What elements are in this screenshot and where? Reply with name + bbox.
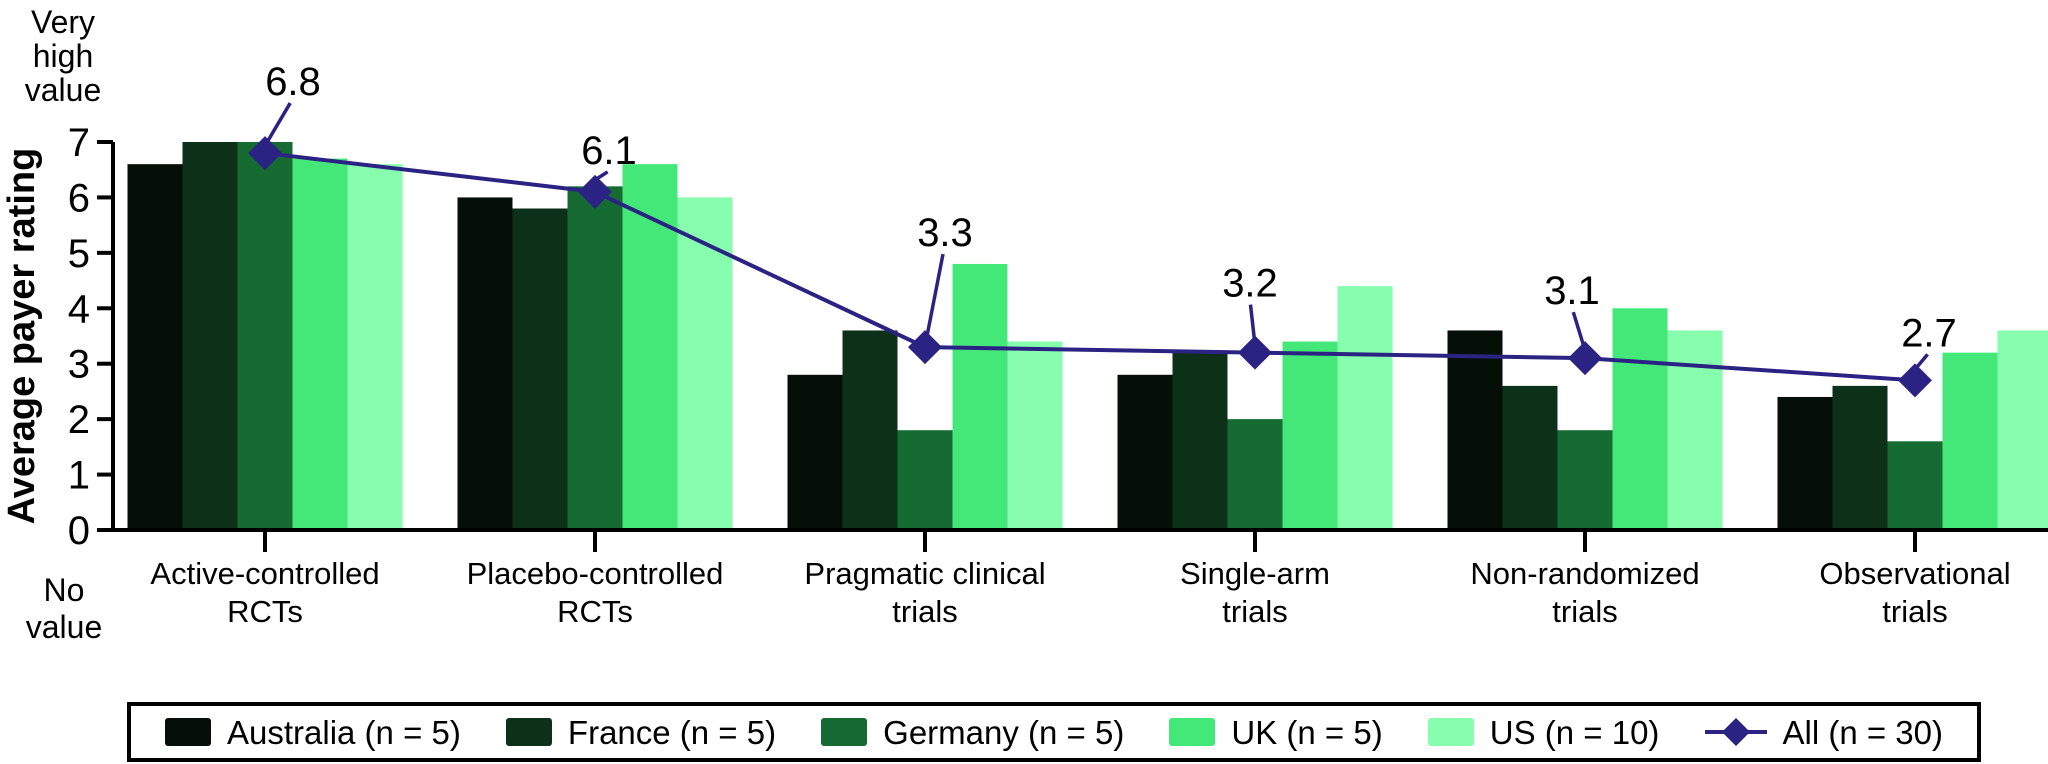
category-label-active-controlled-rcts: RCTs	[227, 594, 303, 629]
category-label-single-arm-trials: Single-arm	[1180, 556, 1330, 591]
point-label-non-randomized-trials: 3.1	[1544, 269, 1600, 313]
all-series-marker-pragmatic-clinical-trials	[908, 330, 942, 365]
category-label-placebo-controlled-rcts: RCTs	[557, 594, 633, 629]
bar-us-single-arm-trials	[1337, 286, 1393, 530]
bar-germany-single-arm-trials	[1227, 419, 1283, 530]
all-series-marker-placebo-controlled-rcts	[578, 174, 612, 209]
point-label-single-arm-trials: 3.2	[1222, 262, 1278, 306]
no-value-label: value	[26, 609, 103, 645]
legend: Australia (n = 5) France (n = 5) Germany (…	[127, 702, 1981, 762]
legend-swatch-us-icon	[1427, 718, 1474, 746]
bar-germany-observational-trials	[1887, 441, 1943, 530]
axis-lines	[111, 141, 2048, 532]
point-label-leader-observational-trials	[1915, 353, 1929, 369]
bar-uk-single-arm-trials	[1282, 341, 1338, 530]
bar-france-single-arm-trials	[1172, 352, 1228, 530]
all-series-marker-single-arm-trials	[1238, 335, 1272, 370]
bar-australia-placebo-controlled-rcts	[457, 197, 513, 531]
bar-germany-pragmatic-clinical-trials	[897, 430, 953, 530]
all-series-marker-observational-trials	[1898, 363, 1932, 398]
bar-uk-observational-trials	[1942, 352, 1998, 530]
category-label-non-randomized-trials: Non-randomized	[1470, 556, 1699, 591]
legend-item-us: US (n = 10)	[1427, 713, 1660, 751]
point-label-leader-placebo-controlled-rcts	[595, 170, 609, 181]
bar-australia-active-controlled-rcts	[127, 164, 183, 531]
no-value-label: No	[44, 572, 85, 608]
bar-australia-single-arm-trials	[1117, 374, 1173, 530]
bar-uk-active-controlled-rcts	[292, 158, 348, 530]
legend-swatch-germany-icon	[821, 718, 868, 746]
bar-france-placebo-controlled-rcts	[512, 208, 568, 531]
bar-australia-observational-trials	[1777, 396, 1833, 530]
legend-line-diamond-icon	[1704, 718, 1767, 746]
point-label-placebo-controlled-rcts: 6.1	[581, 129, 637, 173]
bar-germany-non-randomized-trials	[1557, 430, 1613, 530]
legend-swatch-uk-icon	[1169, 718, 1216, 746]
bar-us-observational-trials	[1997, 330, 2048, 530]
legend-label-australia: Australia (n = 5)	[227, 713, 461, 751]
very-high-value-label: value	[25, 72, 102, 108]
legend-label-all: All (n = 30)	[1782, 713, 1944, 751]
legend-item-france: France (n = 5)	[505, 713, 777, 751]
bar-us-placebo-controlled-rcts	[677, 197, 733, 531]
category-label-single-arm-trials: trials	[1222, 594, 1287, 629]
legend-item-all: All (n = 30)	[1704, 713, 1944, 751]
y-tick-label: 1	[68, 454, 90, 498]
bar-australia-non-randomized-trials	[1447, 330, 1503, 530]
point-label-leader-active-controlled-rcts	[266, 102, 292, 141]
all-series-marker-active-controlled-rcts	[248, 136, 282, 171]
bar-france-pragmatic-clinical-trials	[842, 330, 898, 530]
point-label-leader-single-arm-trials	[1248, 304, 1257, 340]
bar-uk-non-randomized-trials	[1612, 308, 1668, 530]
all-series-marker-non-randomized-trials	[1568, 341, 1602, 376]
bar-us-active-controlled-rcts	[347, 164, 403, 531]
category-label-non-randomized-trials: trials	[1552, 594, 1617, 629]
category-label-pragmatic-clinical-trials: trials	[892, 594, 957, 629]
category-label-active-controlled-rcts: Active-controlled	[150, 556, 379, 591]
point-label-leader-non-randomized-trials	[1571, 311, 1586, 346]
bar-us-pragmatic-clinical-trials	[1007, 341, 1063, 530]
y-tick-label: 7	[68, 121, 90, 165]
very-high-value-label: Very	[31, 4, 95, 40]
y-tick-label: 5	[68, 232, 90, 276]
legend-item-australia: Australia (n = 5)	[165, 716, 461, 749]
legend-swatch-australia-icon	[165, 718, 211, 746]
category-label-observational-trials: Observational	[1819, 556, 2010, 591]
legend-item-germany: Germany (n = 5)	[821, 716, 1124, 749]
chart-canvas: 01234567Active-controlledRCTsPlacebo-con…	[1, 4, 2048, 645]
legend-label-uk: UK (n = 5)	[1231, 713, 1383, 751]
category-label-observational-trials: trials	[1882, 594, 1947, 629]
legend-swatch-france-icon	[505, 718, 552, 746]
all-series-line	[264, 151, 1916, 383]
very-high-value-label: high	[33, 38, 94, 74]
bar-france-observational-trials	[1832, 385, 1888, 530]
category-label-pragmatic-clinical-trials: Pragmatic clinical	[804, 556, 1045, 591]
legend-item-uk: UK (n = 5)	[1169, 713, 1383, 751]
y-tick-label: 0	[68, 509, 90, 553]
category-label-placebo-controlled-rcts: Placebo-controlled	[467, 556, 724, 591]
point-label-active-controlled-rcts: 6.8	[265, 60, 321, 104]
bar-germany-active-controlled-rcts	[237, 141, 293, 531]
point-label-leader-pragmatic-clinical-trials	[925, 253, 945, 335]
bar-france-non-randomized-trials	[1502, 385, 1558, 530]
legend-label-france: France (n = 5)	[567, 713, 777, 751]
point-label-pragmatic-clinical-trials: 3.3	[917, 211, 973, 255]
legend-label-germany: Germany (n = 5)	[883, 713, 1125, 751]
point-label-observational-trials: 2.7	[1901, 311, 1957, 355]
y-tick-label: 6	[68, 176, 90, 220]
bar-uk-pragmatic-clinical-trials	[952, 263, 1008, 530]
bar-france-active-controlled-rcts	[182, 141, 238, 531]
y-tick-label: 3	[68, 343, 90, 387]
bar-us-non-randomized-trials	[1667, 330, 1723, 530]
bar-germany-placebo-controlled-rcts	[567, 186, 623, 531]
y-axis-title: Average payer rating	[1, 148, 43, 525]
y-tick-label: 4	[68, 287, 90, 331]
bar-australia-pragmatic-clinical-trials	[787, 374, 843, 530]
legend-label-us: US (n = 10)	[1489, 713, 1660, 751]
y-tick-label: 2	[68, 398, 90, 442]
